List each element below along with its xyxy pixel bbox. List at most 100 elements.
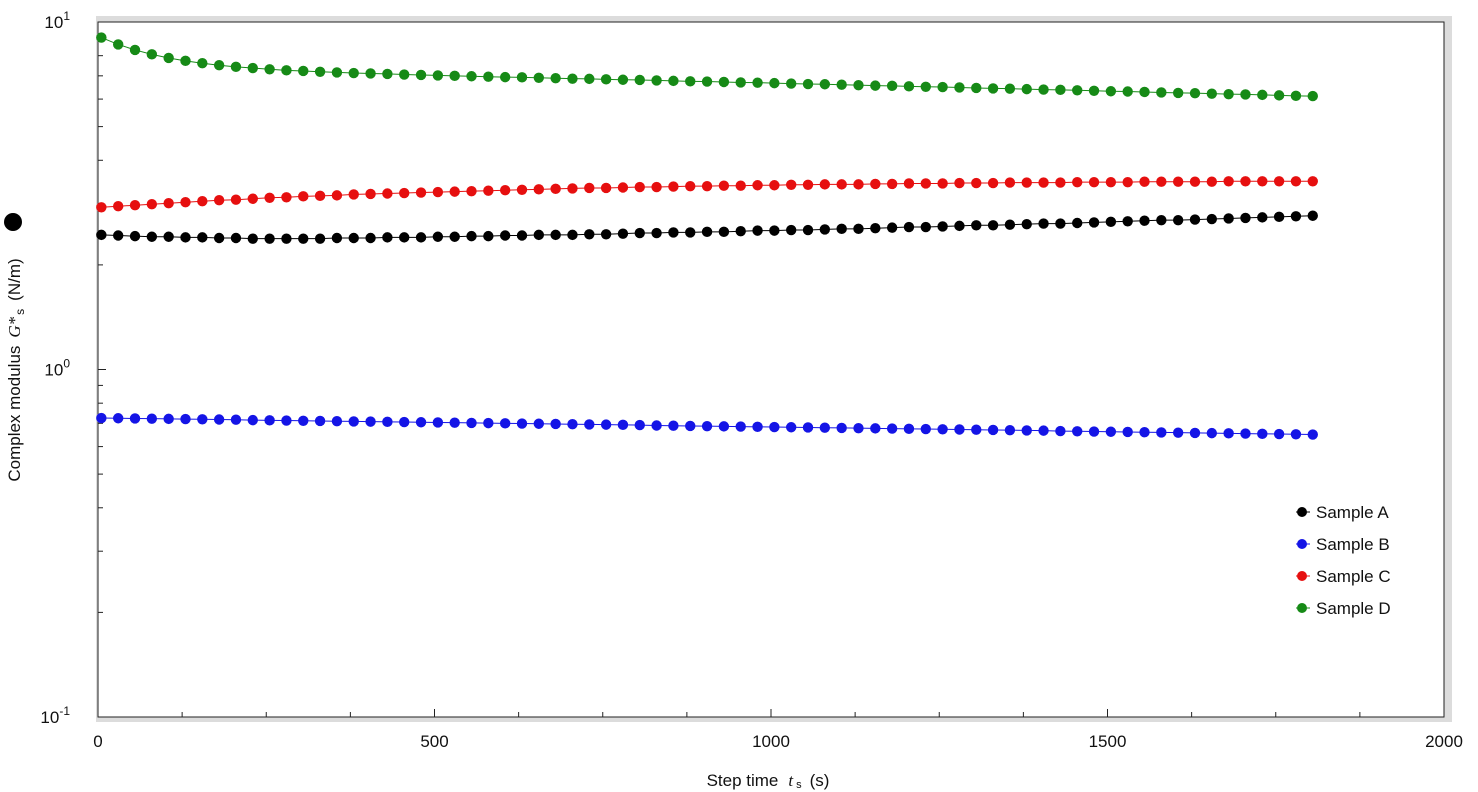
data-point (836, 79, 847, 90)
x-tick-label: 1500 (1089, 732, 1127, 751)
data-point (516, 184, 528, 195)
data-point (415, 187, 427, 198)
legend-marker (1297, 603, 1307, 613)
data-point (163, 413, 174, 425)
data-point (247, 62, 258, 74)
data-point (466, 71, 477, 82)
data-point (718, 226, 730, 238)
data-point (937, 81, 948, 93)
data-point (668, 227, 679, 238)
data-point (1088, 217, 1100, 228)
data-point (701, 76, 713, 87)
data-point (129, 200, 141, 211)
data-point (163, 52, 174, 64)
data-point (1257, 176, 1268, 187)
data-point (836, 422, 847, 434)
data-point (752, 77, 763, 88)
data-point (752, 225, 763, 236)
data-point (1072, 176, 1083, 188)
data-point (516, 72, 528, 83)
data-point (516, 418, 528, 429)
data-point (1273, 428, 1285, 440)
y-tick-label: 10-1 (40, 704, 70, 727)
data-point (213, 414, 225, 425)
data-point (584, 182, 595, 194)
data-point (1105, 426, 1117, 437)
data-point (314, 66, 326, 77)
y-label-symbol: G* (5, 316, 24, 337)
data-point (802, 422, 814, 433)
data-point (533, 72, 545, 83)
data-point (1273, 211, 1285, 223)
data-point (146, 413, 158, 424)
data-point (432, 186, 444, 198)
data-point (129, 413, 141, 424)
data-point (685, 180, 696, 192)
data-point (264, 192, 275, 203)
data-point (129, 44, 141, 56)
data-point (499, 71, 511, 83)
data-point (466, 185, 477, 197)
data-point (769, 180, 780, 191)
data-point (533, 229, 545, 241)
data-point (382, 232, 393, 243)
data-point (1257, 428, 1268, 440)
data-point (870, 80, 881, 91)
data-point (836, 223, 847, 235)
data-point (298, 191, 309, 202)
data-point (886, 80, 898, 92)
legend-label: Sample B (1316, 535, 1390, 554)
data-point (483, 417, 494, 429)
data-point (382, 416, 393, 428)
data-point (1290, 429, 1302, 440)
data-point (954, 220, 965, 232)
data-point (331, 232, 343, 244)
data-point (651, 181, 662, 193)
data-point (1156, 87, 1167, 98)
data-point (718, 76, 730, 88)
data-point (1206, 427, 1218, 439)
data-point (399, 187, 410, 199)
data-point (584, 229, 595, 240)
data-point (247, 233, 258, 244)
data-point (281, 65, 292, 76)
data-point (1088, 426, 1100, 437)
data-point (819, 179, 831, 190)
y-label-unit: (N/m) (5, 258, 24, 300)
data-point (197, 196, 208, 207)
data-point (1189, 87, 1201, 99)
data-point (1139, 86, 1150, 98)
data-point (1021, 218, 1032, 230)
data-point (146, 231, 158, 242)
data-point (701, 420, 713, 432)
data-point (1105, 176, 1117, 188)
data-point (415, 417, 427, 428)
data-point (146, 49, 158, 60)
x-label-text: Step time (707, 771, 779, 790)
data-point (1206, 176, 1218, 187)
data-point (701, 180, 713, 192)
y-label-text: Complex modulus (5, 346, 24, 482)
data-point (1139, 215, 1150, 226)
data-point (802, 224, 814, 236)
data-point (1240, 428, 1251, 439)
data-point (987, 220, 999, 231)
data-point (314, 233, 326, 244)
data-point (752, 180, 763, 191)
data-point (819, 224, 831, 235)
data-point (617, 419, 629, 431)
data-point (264, 64, 275, 75)
data-point (769, 77, 780, 89)
data-point (634, 74, 645, 86)
y-tick-exponent: 1 (63, 9, 70, 23)
data-point (785, 78, 797, 89)
data-point (348, 67, 359, 79)
data-point (701, 226, 713, 238)
legend-marker (1297, 507, 1307, 517)
data-point (1004, 424, 1016, 436)
data-point (533, 184, 545, 195)
data-point (954, 424, 965, 435)
data-point (1290, 211, 1302, 222)
data-point (1257, 212, 1268, 223)
data-point (348, 416, 359, 427)
